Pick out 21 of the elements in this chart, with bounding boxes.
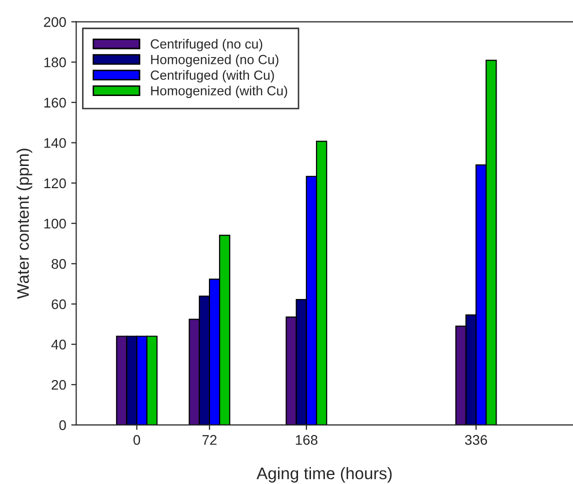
y-tick-label: 60 bbox=[52, 299, 66, 310]
x-tick-label: 336 bbox=[465, 435, 488, 445]
y-axis-title: Water content (ppm) bbox=[16, 148, 32, 299]
y-tick-label: 40 bbox=[51, 340, 66, 350]
y-tick-label: 140 bbox=[44, 138, 66, 148]
y-tick-label: 160 bbox=[44, 98, 66, 108]
legend-label: Centrifuged (with Cu) bbox=[150, 70, 274, 82]
x-axis-title: Aging time (hours) bbox=[256, 467, 392, 483]
legend-label: Homogenized (no Cu) bbox=[151, 54, 278, 67]
y-tick-label: 80 bbox=[52, 259, 66, 269]
y-tick-label: 20 bbox=[52, 380, 66, 390]
x-tick-label: 72 bbox=[202, 435, 217, 445]
x-tick-label: 168 bbox=[296, 435, 318, 445]
y-tick-label: 0 bbox=[59, 420, 66, 430]
y-tick-label: 200 bbox=[44, 17, 66, 27]
y-tick-label: 100 bbox=[44, 218, 66, 229]
y-tick-label: 180 bbox=[44, 57, 66, 68]
x-tick-label: 0 bbox=[133, 435, 140, 445]
y-tick-label: 120 bbox=[44, 178, 66, 188]
legend-label: Homogenized (with Cu) bbox=[151, 86, 288, 98]
legend-label: Centrifuged (no cu) bbox=[150, 38, 262, 52]
